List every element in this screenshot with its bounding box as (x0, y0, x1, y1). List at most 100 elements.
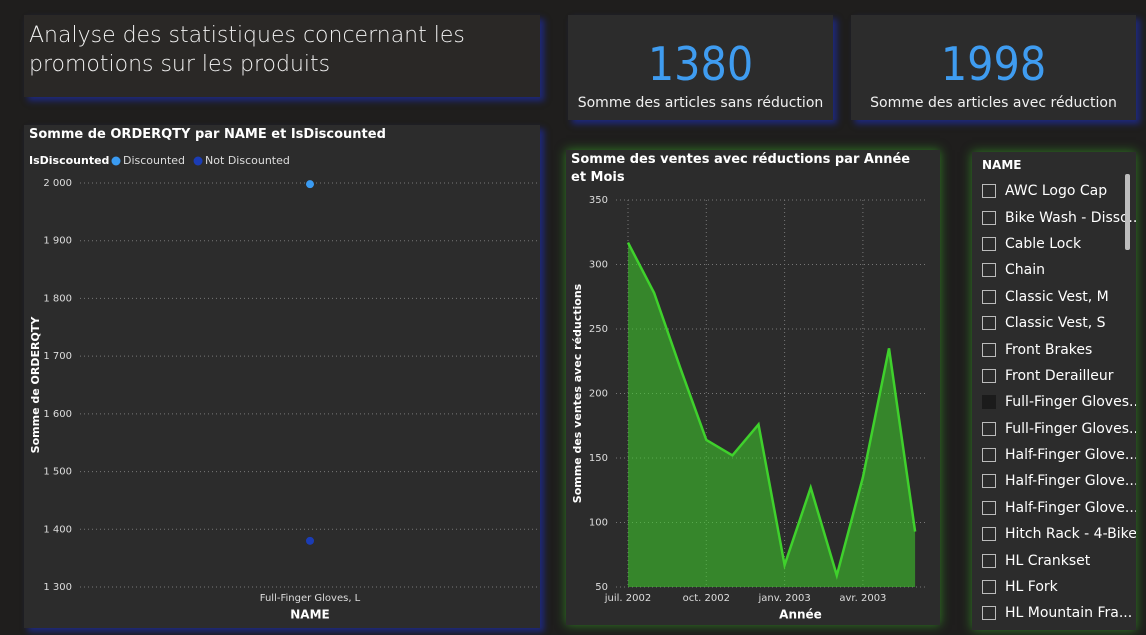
legend-swatch (193, 156, 203, 166)
checkbox[interactable] (982, 606, 996, 621)
slicer-item[interactable]: HL Crankset (982, 547, 1136, 573)
slicer-item-label: Front Brakes (1005, 341, 1093, 358)
slicer-item[interactable]: Front Derailleur (982, 363, 1136, 389)
y-tick-label: 150 (589, 453, 608, 464)
slicer-item[interactable]: Front Brakes (982, 336, 1136, 362)
slicer-item[interactable]: Bike Wash - Disso... (982, 204, 1136, 230)
slicer-item-label: Half-Finger Glove... (1005, 447, 1136, 464)
y-tick-label: 1 500 (43, 467, 72, 478)
scrollbar[interactable] (1125, 174, 1130, 250)
slicer-item[interactable]: Half-Finger Glove... (982, 442, 1136, 468)
page-title: Analyse des statistiques concernant les … (29, 23, 465, 77)
checkbox[interactable] (982, 184, 996, 199)
chart-panel: 50 100 150 200 250 300 350 Somme des ventes ave… (566, 150, 940, 625)
slicer-item[interactable]: Classic Vest, M (982, 284, 1136, 310)
x-axis-label: Année (779, 608, 822, 622)
y-tick-label: 100 (589, 518, 608, 529)
slicer-item[interactable]: Half-Finger Glove... (982, 468, 1136, 494)
x-tick-label: avr. 2003 (839, 593, 886, 604)
checkbox[interactable] (982, 553, 996, 568)
checkbox[interactable] (982, 580, 996, 595)
y-tick-label: 1 700 (43, 351, 72, 362)
slicer-item-label: AWC Logo Cap (1005, 183, 1108, 200)
y-tick-label: 300 (589, 260, 608, 271)
checkbox[interactable] (982, 316, 996, 331)
slicer-list: AWC Logo Cap Bike Wash - Disso... Cable Lo… (972, 178, 1136, 627)
chart-title: Somme de ORDERQTY par NAME et IsDiscount… (29, 127, 386, 142)
card-value: 1380 (647, 37, 754, 91)
y-tick-label: 1 800 (43, 293, 72, 304)
data-point (306, 536, 314, 545)
slicer-item-label: HL Crankset (1005, 552, 1091, 569)
line (626, 241, 917, 580)
card: 1998 Somme des articles avec réduction (851, 15, 1136, 120)
x-axis-label: NAME (290, 608, 329, 622)
title-panel: Analyse des statistiques concernant les … (24, 15, 540, 97)
slicer-item-label: Classic Vest, M (1005, 288, 1109, 305)
slicer-item-label: Half-Finger Glove... (1005, 499, 1136, 516)
slicer-item[interactable]: HL Mountain Fra... (982, 600, 1136, 626)
legend-label: Discounted (123, 154, 185, 167)
slicer-item-label: Classic Vest, S (1005, 315, 1106, 332)
y-tick-label: 1 300 (43, 582, 72, 593)
slicer-item[interactable]: Full-Finger Gloves... (982, 416, 1136, 442)
x-tick-label: janv. 2003 (757, 593, 810, 604)
checkbox[interactable] (982, 368, 996, 383)
x-tick-label: Full-Finger Gloves, L (260, 593, 361, 604)
slicer: NAME AWC Logo Cap Bike Wash - Disso... Cab… (972, 152, 1136, 630)
slicer-item[interactable]: HL Fork (982, 574, 1136, 600)
y-axis-label: Somme de ORDERQTY (29, 316, 42, 454)
checkbox[interactable] (982, 236, 996, 251)
slicer-item[interactable]: Chain (982, 257, 1136, 283)
checkbox[interactable] (982, 500, 996, 515)
slicer-item[interactable]: Cable Lock (982, 231, 1136, 257)
y-tick-label: 200 (589, 389, 608, 400)
slicer-item-label: Chain (1005, 262, 1045, 279)
y-tick-label: 1 600 (43, 409, 72, 420)
y-tick-label: 2 000 (43, 178, 72, 189)
slicer-item[interactable]: Hitch Rack - 4-Bike (982, 521, 1136, 547)
checkbox[interactable] (982, 342, 996, 357)
slicer-item-label: Half-Finger Glove... (1005, 473, 1136, 490)
y-tick-label: 50 (595, 582, 608, 593)
data-point (306, 180, 314, 189)
slicer-title: NAME (982, 158, 1022, 172)
legend-title: IsDiscounted (29, 154, 109, 167)
checkbox[interactable] (982, 395, 996, 410)
slicer-item-label: Front Derailleur (1005, 367, 1114, 384)
slicer-item-label: Hitch Rack - 4-Bike (1005, 526, 1136, 543)
y-axis-label: Somme des ventes avec réductions (571, 283, 584, 503)
slicer-item[interactable]: Half-Finger Glove... (982, 495, 1136, 521)
slicer-item[interactable]: Full-Finger Gloves... (982, 389, 1136, 415)
area (628, 242, 916, 587)
slicer-item-label: Cable Lock (1005, 235, 1082, 252)
slicer-item[interactable]: AWC Logo Cap (982, 178, 1136, 204)
legend-swatch (111, 156, 121, 166)
slicer-item-label: Full-Finger Gloves... (1005, 420, 1136, 437)
checkbox[interactable] (982, 448, 996, 463)
checkbox[interactable] (982, 210, 996, 225)
x-tick-label: juil. 2002 (604, 593, 651, 604)
slicer-item[interactable]: Classic Vest, S (982, 310, 1136, 336)
card-value: 1998 (940, 37, 1047, 91)
checkbox[interactable] (982, 421, 996, 436)
checkbox[interactable] (982, 474, 996, 489)
slicer-item-label: HL Mountain Fra... (1005, 605, 1133, 622)
checkbox[interactable] (982, 263, 996, 278)
slicer-item-label: HL Fork (1005, 579, 1058, 596)
chart-panel: 1 300 1 400 1 500 1 600 1 700 1 800 1 900 2 000… (24, 125, 540, 628)
card-label: Somme des articles avec réduction (870, 95, 1117, 111)
y-tick-label: 250 (589, 324, 608, 335)
y-tick-label: 1 900 (43, 236, 72, 247)
slicer-item-label: Bike Wash - Disso... (1005, 209, 1136, 226)
y-tick-label: 350 (589, 195, 608, 206)
chart: 50 100 150 200 250 300 350 Somme des ventes ave… (571, 195, 925, 622)
checkbox[interactable] (982, 527, 996, 542)
y-tick-label: 1 400 (43, 524, 72, 535)
x-tick-label: oct. 2002 (683, 593, 730, 604)
chart: 1 300 1 400 1 500 1 600 1 700 1 800 1 900 2 000… (29, 154, 540, 622)
checkbox[interactable] (982, 289, 996, 304)
legend-label: Not Discounted (205, 154, 290, 167)
chart-title: Somme des ventes avec réductions par Ann… (571, 152, 911, 185)
